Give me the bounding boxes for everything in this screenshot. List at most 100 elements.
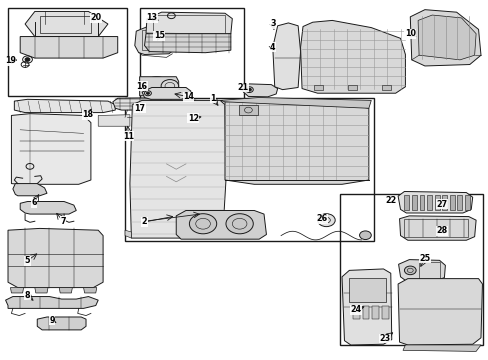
- Polygon shape: [409, 10, 480, 66]
- Circle shape: [25, 58, 30, 61]
- Bar: [426, 195, 431, 211]
- Text: 15: 15: [153, 31, 164, 40]
- Bar: [40, 16, 91, 33]
- Polygon shape: [98, 115, 130, 126]
- Polygon shape: [5, 297, 98, 309]
- Text: 4: 4: [269, 43, 275, 52]
- Text: 21: 21: [237, 83, 247, 92]
- Circle shape: [359, 231, 370, 239]
- Bar: [456, 195, 461, 211]
- Text: 13: 13: [146, 13, 157, 22]
- Text: 7: 7: [60, 217, 66, 226]
- Text: 1: 1: [210, 94, 215, 103]
- Circle shape: [404, 266, 415, 275]
- Bar: [140, 8, 244, 110]
- Polygon shape: [397, 192, 472, 213]
- Text: 17: 17: [134, 104, 145, 113]
- Bar: [411, 195, 416, 211]
- Circle shape: [247, 88, 251, 91]
- Circle shape: [317, 214, 334, 226]
- Polygon shape: [20, 37, 118, 58]
- Circle shape: [225, 214, 253, 234]
- Polygon shape: [417, 15, 475, 60]
- Text: 8: 8: [25, 291, 30, 300]
- Polygon shape: [224, 100, 368, 184]
- Polygon shape: [35, 288, 48, 293]
- Text: 6: 6: [31, 198, 37, 207]
- Text: 26: 26: [315, 214, 326, 223]
- Text: 5: 5: [25, 256, 30, 265]
- Polygon shape: [220, 98, 370, 108]
- Text: 10: 10: [404, 29, 415, 38]
- Text: 14: 14: [183, 92, 194, 101]
- Bar: [347, 85, 356, 90]
- Polygon shape: [402, 345, 480, 351]
- Polygon shape: [25, 12, 108, 37]
- Bar: [188, 113, 223, 123]
- Polygon shape: [341, 269, 391, 345]
- Polygon shape: [11, 114, 91, 184]
- Bar: [381, 306, 388, 319]
- Polygon shape: [10, 288, 23, 293]
- Text: 16: 16: [136, 82, 147, 91]
- Circle shape: [146, 92, 149, 94]
- Bar: [153, 15, 224, 35]
- Polygon shape: [130, 100, 225, 238]
- Bar: [418, 262, 439, 279]
- Text: 24: 24: [349, 305, 361, 314]
- Bar: [441, 195, 446, 211]
- Bar: [238, 105, 258, 116]
- Bar: [125, 98, 373, 241]
- Bar: [313, 85, 322, 90]
- Polygon shape: [184, 111, 227, 126]
- Text: 11: 11: [122, 132, 134, 141]
- Polygon shape: [272, 23, 300, 90]
- Polygon shape: [240, 84, 277, 97]
- Bar: [371, 306, 378, 319]
- Polygon shape: [142, 87, 190, 99]
- Polygon shape: [20, 202, 76, 214]
- Polygon shape: [14, 99, 115, 113]
- Bar: [7, 8, 127, 96]
- Text: 23: 23: [379, 334, 390, 343]
- Bar: [362, 306, 368, 319]
- Text: 27: 27: [435, 199, 447, 208]
- Circle shape: [143, 77, 170, 97]
- Bar: [339, 194, 483, 345]
- Polygon shape: [398, 260, 445, 281]
- Polygon shape: [135, 26, 178, 54]
- Text: 25: 25: [419, 254, 429, 263]
- Bar: [419, 195, 424, 211]
- Text: 2: 2: [142, 217, 147, 226]
- Text: 28: 28: [435, 226, 447, 235]
- Bar: [142, 31, 171, 50]
- Circle shape: [161, 80, 178, 93]
- Polygon shape: [397, 279, 482, 345]
- Polygon shape: [146, 12, 232, 38]
- Polygon shape: [113, 98, 195, 110]
- Bar: [404, 220, 467, 237]
- Text: 9: 9: [49, 316, 55, 325]
- Polygon shape: [13, 184, 47, 196]
- Polygon shape: [300, 21, 405, 93]
- Text: 2: 2: [142, 217, 147, 226]
- Bar: [348, 278, 385, 302]
- Text: 19: 19: [5, 57, 16, 66]
- Text: 20: 20: [90, 13, 101, 22]
- Text: 12: 12: [187, 114, 199, 123]
- Bar: [434, 195, 439, 211]
- Bar: [464, 195, 469, 211]
- Polygon shape: [37, 317, 86, 330]
- Bar: [404, 195, 408, 211]
- Text: 18: 18: [82, 110, 93, 119]
- Text: 22: 22: [385, 196, 396, 205]
- Polygon shape: [125, 230, 131, 238]
- Bar: [381, 85, 390, 90]
- Bar: [449, 195, 454, 211]
- Polygon shape: [59, 288, 72, 293]
- Bar: [352, 306, 359, 319]
- Text: 3: 3: [269, 19, 275, 28]
- Polygon shape: [176, 211, 266, 239]
- Polygon shape: [8, 228, 103, 288]
- Polygon shape: [399, 216, 475, 240]
